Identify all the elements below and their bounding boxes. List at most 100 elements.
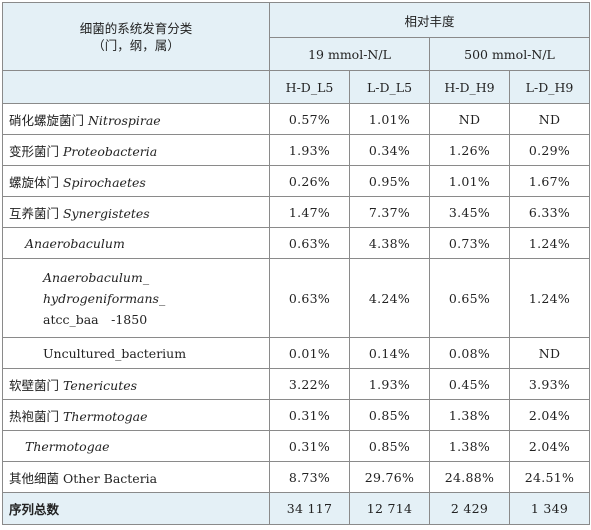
value-cell: 2.04% — [508, 430, 591, 462]
taxon-zh: Uncultured_bacterium — [43, 345, 187, 361]
taxon-zh: 变形菌门 — [9, 143, 63, 159]
total-value: 1 349 — [508, 492, 591, 525]
value-cell: 1.38% — [429, 430, 510, 462]
value-cell: 0.63% — [269, 258, 350, 338]
value-cell: 29.76% — [349, 461, 430, 493]
value-cell: 7.37% — [349, 196, 430, 228]
taxon-sci: Thermotogae — [25, 438, 110, 454]
taxon-label: Anaerobaculum — [2, 227, 270, 259]
group-500-header: 500 mmol-N/L — [428, 37, 591, 71]
value-cell: 0.85% — [349, 399, 430, 431]
value-cell: 1.47% — [269, 196, 350, 228]
table-row: 其他细菌 Other Bacteria 8.73% 29.76% 24.88% … — [2, 461, 591, 493]
table-row: Thermotogae 0.31% 0.85% 1.38% 2.04% — [2, 430, 591, 462]
table-row: 互养菌门 Synergistetes 1.47% 7.37% 3.45% 6.3… — [2, 196, 591, 228]
table-row: Anaerobaculum 0.63% 4.38% 0.73% 1.24% — [2, 227, 591, 259]
value-cell: ND — [508, 103, 591, 135]
value-cell: 1.26% — [429, 134, 510, 166]
taxon-label: 互养菌门 Synergistetes — [2, 196, 270, 228]
value-cell: 6.33% — [508, 196, 591, 228]
value-cell: 1.01% — [349, 103, 430, 135]
taxon-label: 热袍菌门 Thermotogae — [2, 399, 270, 431]
taxon-line: hydrogeniformans_ — [43, 290, 166, 306]
value-cell: 4.24% — [349, 258, 430, 338]
table-row: 变形菌门 Proteobacteria 1.93% 0.34% 1.26% 0.… — [2, 134, 591, 166]
value-cell: 0.31% — [269, 399, 350, 431]
value-cell: 0.95% — [349, 165, 430, 197]
group-19-header: 19 mmol-N/L — [269, 37, 430, 71]
value-cell: 1.38% — [429, 399, 510, 431]
taxon-label: 其他细菌 Other Bacteria — [2, 461, 270, 493]
value-cell: 0.73% — [429, 227, 510, 259]
value-cell: 0.08% — [429, 337, 510, 369]
value-cell: 1.67% — [508, 165, 591, 197]
taxon-label: 螺旋体门 Spirochaetes — [2, 165, 270, 197]
value-cell: 8.73% — [269, 461, 350, 493]
relative-abundance-header: 相对丰度 — [268, 2, 591, 38]
total-label: 序列总数 — [2, 492, 270, 525]
value-cell: 0.85% — [349, 430, 430, 462]
taxon-sci: Thermotogae — [62, 408, 148, 424]
value-cell: 1.93% — [349, 368, 430, 400]
taxon-label: Thermotogae — [2, 430, 270, 462]
taxonomy-header-line2: （门，纲，属） — [92, 37, 180, 53]
taxon-line: atcc_baa -1850 — [43, 311, 148, 327]
value-cell: 0.34% — [349, 134, 430, 166]
value-cell: ND — [429, 103, 510, 135]
col-header: L-D_L5 — [349, 70, 430, 104]
table-row: 硝化螺旋菌门 Nitrospirae 0.57% 1.01% ND ND — [2, 103, 591, 135]
taxon-label: 软壁菌门 Tenericutes — [2, 368, 270, 400]
taxon-zh: 其他细菌 Other Bacteria — [9, 470, 158, 486]
value-cell: 0.29% — [508, 134, 591, 166]
col-header: L-D_H9 — [508, 70, 591, 104]
table-row: Uncultured_bacterium 0.01% 0.14% 0.08% N… — [2, 337, 591, 369]
value-cell: 3.45% — [429, 196, 510, 228]
value-cell: 3.93% — [508, 368, 591, 400]
total-value: 2 429 — [429, 492, 510, 525]
value-cell: 1.24% — [508, 227, 591, 259]
taxonomy-header: 细菌的系统发育分类 （门，纲，属） — [2, 2, 270, 71]
col-header: H-D_H9 — [429, 70, 510, 104]
value-cell: 4.38% — [349, 227, 430, 259]
col-header: H-D_L5 — [269, 70, 350, 104]
value-cell: 0.31% — [269, 430, 350, 462]
total-row: 序列总数 34 117 12 714 2 429 1 349 — [2, 492, 591, 525]
table-row: 软壁菌门 Tenericutes 3.22% 1.93% 0.45% 3.93% — [2, 368, 591, 400]
value-cell: 0.45% — [429, 368, 510, 400]
taxon-label: 变形菌门 Proteobacteria — [2, 134, 270, 166]
taxon-sci: Nitrospirae — [87, 112, 161, 128]
value-cell: 24.88% — [429, 461, 510, 493]
value-cell: 1.24% — [508, 258, 591, 338]
taxon-zh: 硝化螺旋菌门 — [9, 112, 88, 128]
taxon-sci: Tenericutes — [62, 377, 138, 393]
taxon-sci: Anaerobaculum — [25, 235, 125, 251]
taxon-sci: Synergistetes — [62, 205, 150, 221]
header-blank — [2, 70, 270, 104]
value-cell: 0.01% — [269, 337, 350, 369]
taxon-label: 硝化螺旋菌门 Nitrospirae — [2, 103, 270, 135]
value-cell: 0.65% — [429, 258, 510, 338]
taxon-zh: 热袍菌门 — [9, 408, 63, 424]
taxonomy-header-line1: 细菌的系统发育分类 — [79, 20, 193, 36]
taxon-sci: Spirochaetes — [62, 174, 146, 190]
value-cell: ND — [508, 337, 591, 369]
value-cell: 2.04% — [508, 399, 591, 431]
table-row: 热袍菌门 Thermotogae 0.31% 0.85% 1.38% 2.04% — [2, 399, 591, 431]
value-cell: 0.63% — [269, 227, 350, 259]
value-cell: 0.57% — [269, 103, 350, 135]
total-value: 12 714 — [349, 492, 430, 525]
table-row: Anaerobaculum_ hydrogeniformans_ atcc_ba… — [2, 258, 591, 338]
total-value: 34 117 — [269, 492, 350, 525]
taxon-label: Anaerobaculum_ hydrogeniformans_ atcc_ba… — [2, 258, 270, 338]
taxon-sci: Proteobacteria — [62, 143, 158, 159]
value-cell: 1.01% — [429, 165, 510, 197]
taxon-zh: 互养菌门 — [9, 205, 63, 221]
value-cell: 1.93% — [269, 134, 350, 166]
taxon-label: Uncultured_bacterium — [2, 337, 270, 369]
value-cell: 24.51% — [508, 461, 591, 493]
value-cell: 0.26% — [269, 165, 350, 197]
table-row: 螺旋体门 Spirochaetes 0.26% 0.95% 1.01% 1.67… — [2, 165, 591, 197]
value-cell: 0.14% — [349, 337, 430, 369]
taxon-line: Anaerobaculum_ — [43, 269, 150, 285]
